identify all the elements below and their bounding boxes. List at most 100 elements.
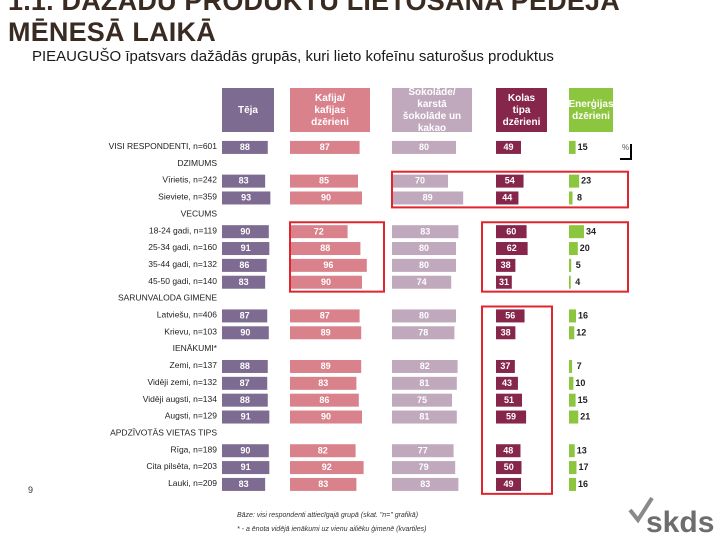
data-label: 77 bbox=[418, 445, 428, 455]
logo-text: skds bbox=[646, 506, 714, 539]
data-label: 49 bbox=[503, 142, 513, 152]
logo-check-mark bbox=[628, 496, 654, 524]
data-bar bbox=[290, 359, 362, 373]
column-header-label: šokolāde un bbox=[403, 111, 461, 122]
data-bar bbox=[569, 174, 580, 188]
data-label: 88 bbox=[240, 361, 250, 371]
data-label: 90 bbox=[240, 226, 250, 236]
data-label: 82 bbox=[318, 445, 328, 455]
data-bar bbox=[496, 326, 516, 340]
data-label: 44 bbox=[502, 193, 512, 203]
data-label: 83 bbox=[420, 479, 430, 489]
data-label: 96 bbox=[323, 260, 333, 270]
row-group-header: APDZĪVOTĀS VIETAS TIPS bbox=[110, 427, 217, 437]
data-bar bbox=[569, 140, 576, 154]
data-label: 90 bbox=[321, 193, 331, 203]
data-label: 12 bbox=[576, 327, 586, 337]
row-label: Sieviete, n=359 bbox=[158, 192, 217, 202]
page-number: 9 bbox=[28, 485, 34, 495]
data-bar bbox=[496, 242, 528, 256]
data-label: 20 bbox=[580, 243, 590, 253]
data-label: 54 bbox=[505, 176, 515, 186]
data-label: 51 bbox=[504, 395, 514, 405]
data-label: 93 bbox=[241, 193, 251, 203]
data-bar bbox=[290, 191, 362, 205]
data-label: 86 bbox=[239, 260, 249, 270]
data-bar bbox=[222, 258, 267, 272]
data-label: 92 bbox=[322, 462, 332, 472]
row-label: 25-34 gadi, n=160 bbox=[148, 242, 217, 252]
data-bar bbox=[569, 393, 576, 407]
column-header-label: Kafija/ bbox=[315, 93, 345, 104]
data-label: 87 bbox=[320, 142, 330, 152]
data-bar bbox=[569, 191, 573, 205]
data-label: 90 bbox=[240, 327, 250, 337]
data-label: 16 bbox=[578, 311, 588, 321]
data-bar bbox=[290, 410, 362, 424]
data-bar bbox=[569, 326, 575, 340]
highlight-age-cola bbox=[481, 221, 629, 293]
data-label: 13 bbox=[577, 445, 587, 455]
data-label: 15 bbox=[578, 395, 588, 405]
data-label: 34 bbox=[586, 226, 596, 236]
percent-marker: % bbox=[622, 143, 630, 152]
data-bar bbox=[222, 225, 269, 239]
row-label: 35-44 gadi, n=132 bbox=[148, 259, 217, 269]
data-bar bbox=[569, 477, 577, 491]
row-label: Vīrietis, n=242 bbox=[162, 175, 217, 185]
data-label: 78 bbox=[418, 327, 428, 337]
data-label: 91 bbox=[241, 243, 251, 253]
data-bar bbox=[222, 174, 266, 188]
data-bar bbox=[392, 258, 456, 272]
data-bar bbox=[569, 410, 579, 424]
data-bar bbox=[569, 242, 578, 256]
data-bar bbox=[290, 461, 364, 475]
data-bar bbox=[569, 359, 573, 373]
data-bar bbox=[392, 410, 457, 424]
data-bar bbox=[496, 258, 516, 272]
data-bar bbox=[496, 359, 515, 373]
data-label: 80 bbox=[419, 142, 429, 152]
data-bar bbox=[290, 225, 348, 239]
data-bar bbox=[496, 410, 527, 424]
data-label: 90 bbox=[321, 277, 331, 287]
data-label: 80 bbox=[419, 311, 429, 321]
row-label: Vidēji zemi, n=132 bbox=[147, 377, 217, 387]
data-label: 87 bbox=[240, 311, 250, 321]
data-label: 88 bbox=[240, 142, 250, 152]
data-label: 89 bbox=[321, 327, 331, 337]
column-header-label: dzērieni bbox=[503, 117, 541, 128]
column-header-label: tipa bbox=[513, 105, 531, 116]
data-label: 83 bbox=[239, 277, 249, 287]
column-header-label: kafijas bbox=[314, 105, 346, 116]
column-header-label: Šokolāde/ bbox=[408, 85, 455, 98]
data-label: 87 bbox=[240, 378, 250, 388]
data-bar bbox=[392, 309, 456, 323]
row-label: Vidēji augsti, n=134 bbox=[143, 394, 218, 404]
data-bar bbox=[496, 376, 518, 390]
data-label: 70 bbox=[415, 176, 425, 186]
row-group-header: VECUMS bbox=[181, 208, 218, 218]
data-bar bbox=[392, 242, 456, 256]
data-label: 60 bbox=[506, 226, 516, 236]
slide-title-banner: 1.1. DAŽĀDU PRODUKTU LIETOŠANA PĒDĒJĀ MĒ… bbox=[0, 0, 720, 44]
data-bar bbox=[569, 444, 575, 458]
data-label: 43 bbox=[502, 378, 512, 388]
data-bar bbox=[569, 275, 571, 289]
row-label: 45-50 gadi, n=140 bbox=[148, 276, 217, 286]
data-label: 38 bbox=[501, 260, 511, 270]
data-label: 4 bbox=[575, 277, 580, 287]
data-label: 85 bbox=[319, 176, 329, 186]
data-bar bbox=[496, 174, 524, 188]
data-label: 90 bbox=[240, 445, 250, 455]
data-label: 80 bbox=[419, 243, 429, 253]
data-bar bbox=[496, 140, 521, 154]
data-label: 17 bbox=[578, 462, 588, 472]
data-label: 72 bbox=[314, 226, 324, 236]
data-label: 16 bbox=[578, 479, 588, 489]
data-bar bbox=[496, 191, 519, 205]
data-bar bbox=[222, 140, 268, 154]
data-label: 21 bbox=[580, 412, 590, 422]
data-bar bbox=[392, 225, 459, 239]
